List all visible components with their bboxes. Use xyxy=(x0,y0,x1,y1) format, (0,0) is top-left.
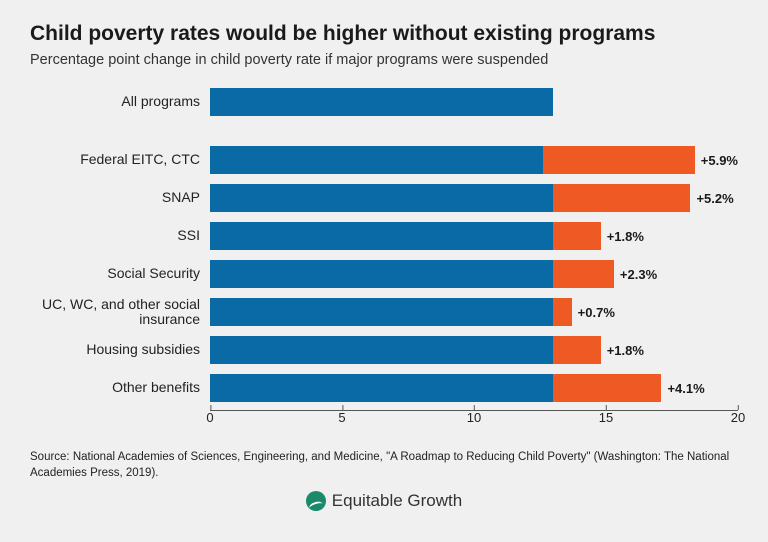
bar-area: +4.1% xyxy=(210,372,738,404)
row-spacer xyxy=(30,124,738,138)
bar xyxy=(210,260,614,288)
brand-name: Equitable Growth xyxy=(332,491,462,511)
bar-segment-increment xyxy=(553,298,571,326)
bar-label: Housing subsidies xyxy=(30,342,210,357)
bar-row: Housing subsidies +1.8% xyxy=(30,334,738,366)
bar xyxy=(210,336,601,364)
bar-area: +5.9% xyxy=(210,144,738,176)
bar-area: +2.3% xyxy=(210,258,738,290)
bar-segment-increment xyxy=(553,184,690,212)
bar-label: SNAP xyxy=(30,190,210,205)
x-tick: 10 xyxy=(467,410,481,425)
bar-label: SSI xyxy=(30,228,210,243)
bar-row: All programs xyxy=(30,86,738,118)
bar-label: All programs xyxy=(30,94,210,109)
bar-segment-base xyxy=(210,260,553,288)
bar-segment-base xyxy=(210,184,553,212)
x-axis: 05101520 xyxy=(210,410,738,440)
bar-row: Social Security +2.3% xyxy=(30,258,738,290)
bar-value-label: +1.8% xyxy=(607,343,644,358)
bar-area: +1.8% xyxy=(210,334,738,366)
chart-title: Child poverty rates would be higher with… xyxy=(30,22,738,46)
x-tick: 0 xyxy=(206,410,213,425)
bar-value-label: +5.2% xyxy=(696,191,733,206)
bar xyxy=(210,298,572,326)
x-tick: 15 xyxy=(599,410,613,425)
x-tick: 20 xyxy=(731,410,745,425)
chart-container: Child poverty rates would be higher with… xyxy=(0,0,768,542)
bar-row: Federal EITC, CTC +5.9% xyxy=(30,144,738,176)
bar-area xyxy=(210,86,738,118)
bar-row: SNAP +5.2% xyxy=(30,182,738,214)
bar-value-label: +4.1% xyxy=(667,381,704,396)
bar-segment-base xyxy=(210,298,553,326)
bar-segment-increment xyxy=(553,222,601,250)
bar-area: +1.8% xyxy=(210,220,738,252)
bar-row: Other benefits +4.1% xyxy=(30,372,738,404)
chart-subtitle: Percentage point change in child poverty… xyxy=(30,52,738,68)
x-tick: 5 xyxy=(338,410,345,425)
bar-segment-base xyxy=(210,222,553,250)
bar-segment-increment xyxy=(553,374,661,402)
bar-label: Social Security xyxy=(30,266,210,281)
bar-area: +0.7% xyxy=(210,296,738,328)
bar-segment-increment xyxy=(553,260,614,288)
bar xyxy=(210,184,690,212)
bar-area: +5.2% xyxy=(210,182,738,214)
bar-segment-base xyxy=(210,88,553,116)
bar-value-label: +5.9% xyxy=(701,153,738,168)
bar xyxy=(210,88,553,116)
bar-row: SSI +1.8% xyxy=(30,220,738,252)
bar-segment-increment xyxy=(543,146,694,174)
bar-segment-base xyxy=(210,374,553,402)
bar-row: UC, WC, and other social insurance +0.7% xyxy=(30,296,738,328)
bar-segment-increment xyxy=(553,336,601,364)
brand-footer: Equitable Growth xyxy=(30,491,738,511)
bar-chart: All programs Federal EITC, CTC +5.9% SNAP +5… xyxy=(30,86,738,436)
bar-value-label: +1.8% xyxy=(607,229,644,244)
bar-label: UC, WC, and other social insurance xyxy=(30,297,210,328)
bar-segment-base xyxy=(210,146,543,174)
source-text: Source: National Academies of Sciences, … xyxy=(30,450,738,481)
bar xyxy=(210,146,695,174)
bar-segment-base xyxy=(210,336,553,364)
brand-logo-icon xyxy=(306,491,326,511)
bar xyxy=(210,374,661,402)
bar-value-label: +0.7% xyxy=(578,305,615,320)
bar xyxy=(210,222,601,250)
bar-value-label: +2.3% xyxy=(620,267,657,282)
bar-label: Federal EITC, CTC xyxy=(30,152,210,167)
bar-label: Other benefits xyxy=(30,380,210,395)
